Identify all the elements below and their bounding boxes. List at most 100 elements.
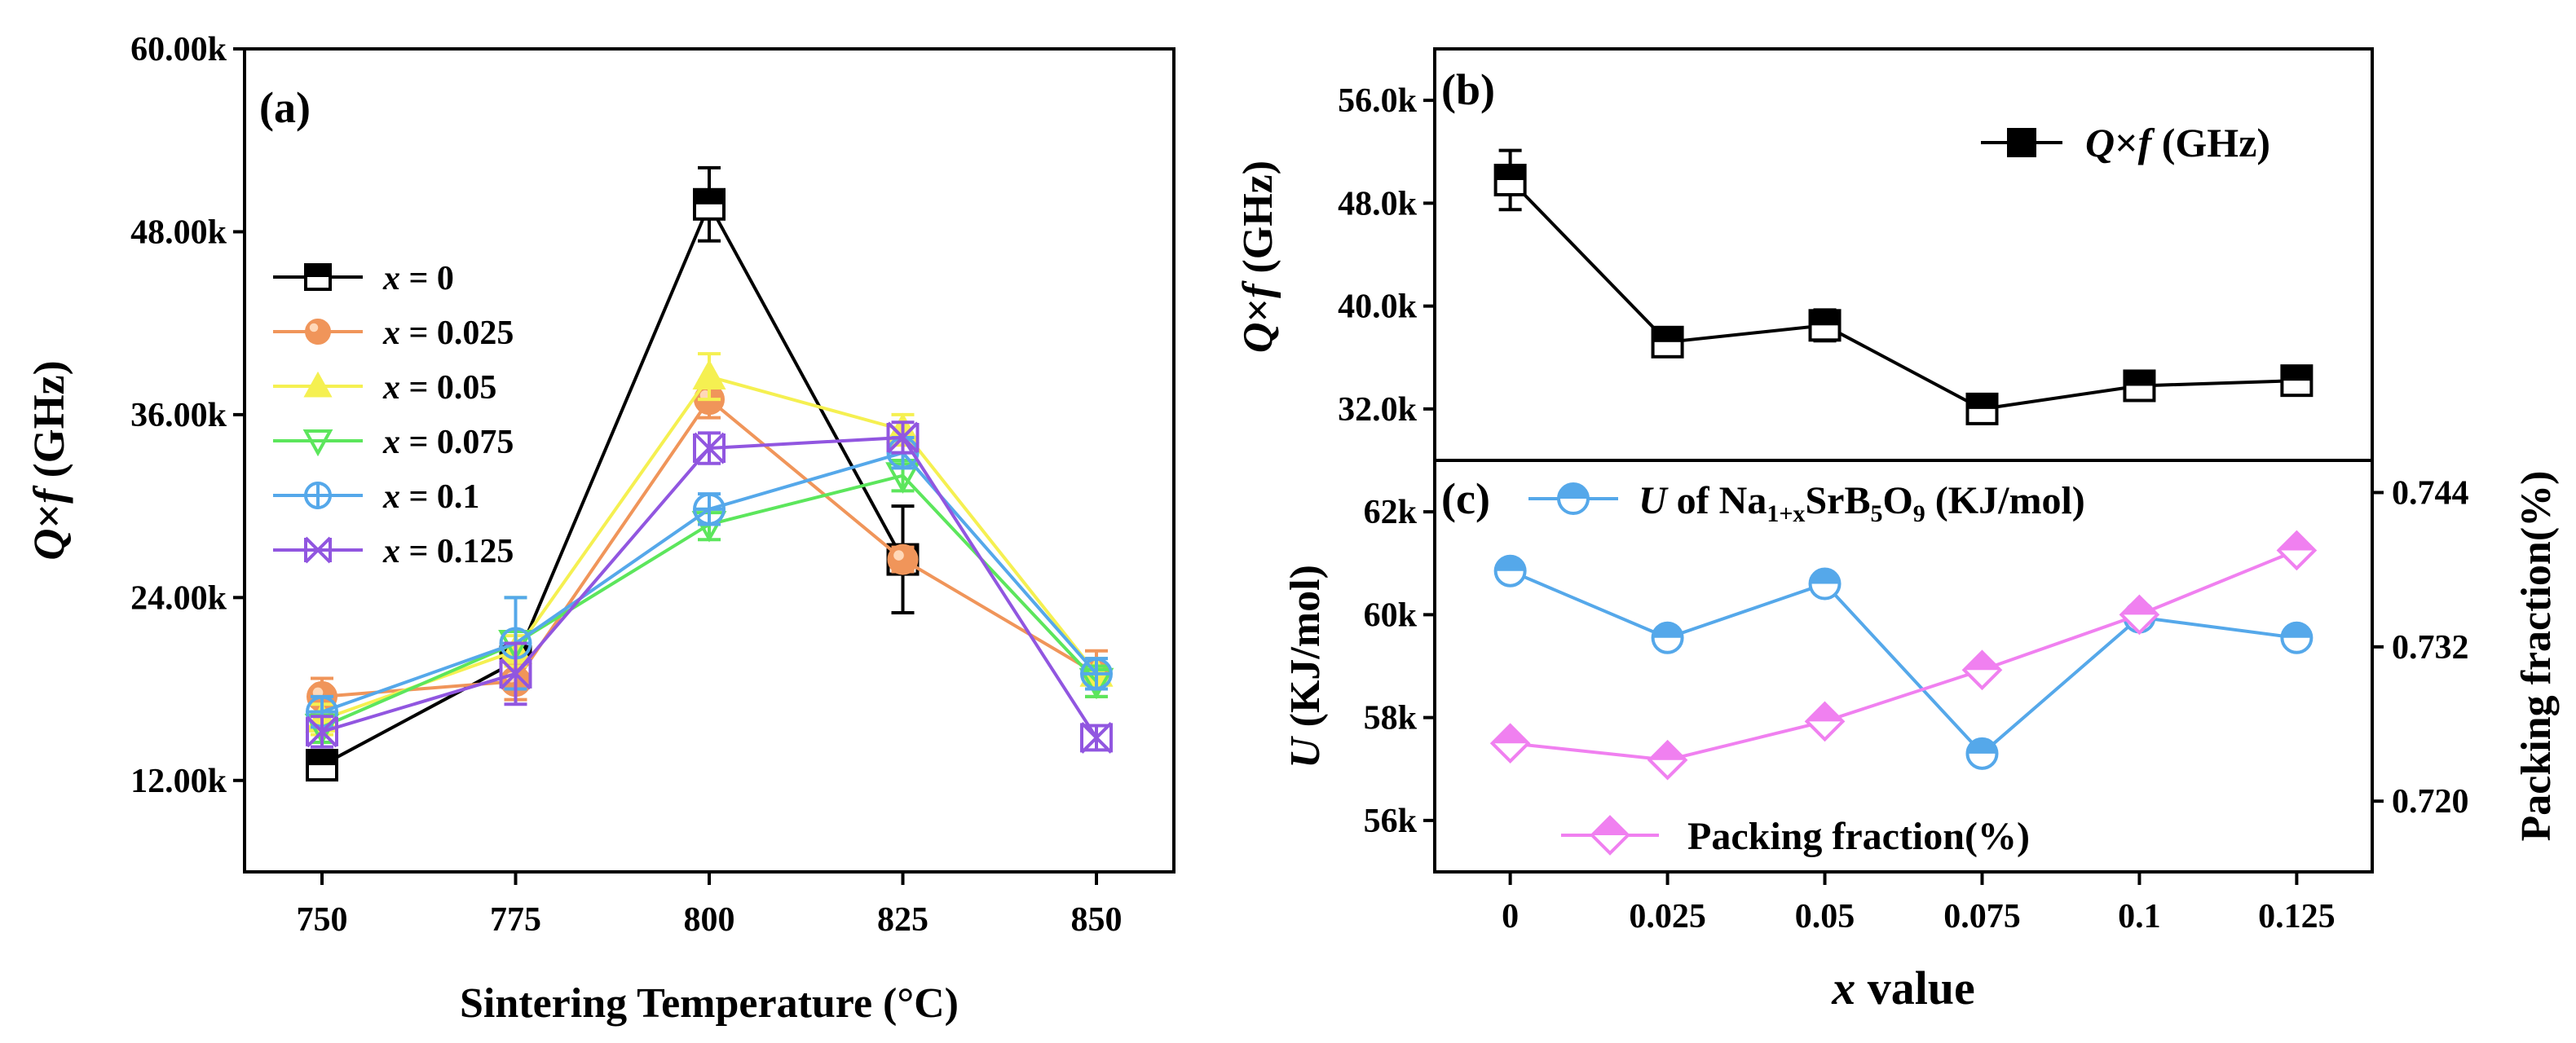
c-line-1 bbox=[1510, 548, 2298, 762]
c-y-left-label-3: 62k bbox=[1364, 494, 1418, 531]
c-x-label-1: 0.025 bbox=[1629, 898, 1706, 935]
c-x-label-4: 0.1 bbox=[2118, 898, 2161, 935]
c-y-right-label-0: 0.720 bbox=[2392, 783, 2469, 821]
legend-a-label-1: x = 0.025 bbox=[382, 315, 514, 352]
legend-c-pf: Packing fraction(%) bbox=[1561, 815, 2030, 858]
y-axis-label-a-unit: (GHz) bbox=[24, 360, 73, 488]
y-axis-label-b-times: × bbox=[1235, 298, 1281, 323]
legend-b-marker bbox=[2007, 128, 2036, 157]
legend-a-marker-1-shine bbox=[309, 323, 319, 332]
plot-frame-b bbox=[1433, 47, 2374, 462]
a-y-label-2: 36.00k bbox=[130, 397, 227, 434]
a-point-2-2 bbox=[692, 359, 726, 390]
c-point-1-1-half bbox=[1649, 742, 1686, 760]
legend-a-marker-2 bbox=[303, 371, 333, 398]
b-point-0-2-half bbox=[1810, 310, 1840, 326]
a-point-4-2-plus bbox=[695, 494, 724, 524]
panel-label-a: (a) bbox=[259, 83, 311, 132]
legend-a-label-0: x = 0 bbox=[382, 260, 454, 297]
b-y-label-0: 32.0k bbox=[1338, 391, 1418, 429]
y-axis-label-a-q: Q bbox=[24, 529, 73, 561]
a-x-label-3: 825 bbox=[877, 901, 929, 939]
a-x-label-2: 800 bbox=[684, 901, 735, 939]
c-point-0-5-half bbox=[2282, 623, 2312, 638]
legend-c-u: U of Na1+xSrB5O9 (KJ/mol) bbox=[1528, 479, 2085, 527]
legend-c-pf-marker-half bbox=[1592, 817, 1628, 835]
b-y-label-1: 40.0k bbox=[1338, 288, 1418, 326]
c-x-label-3: 0.075 bbox=[1943, 898, 2021, 935]
legend-a-marker-0-half bbox=[306, 265, 330, 277]
legend-a-marker-5 bbox=[304, 536, 332, 564]
a-point-5-1 bbox=[499, 658, 532, 690]
c-y-right-label-2: 0.744 bbox=[2392, 474, 2469, 512]
y-axis-label-c-right: Packing fraction(%) bbox=[2513, 471, 2560, 842]
y-axis-label-a: Q×f (GHz) bbox=[24, 360, 73, 560]
b-y-label-3: 56.0k bbox=[1338, 82, 1418, 120]
b-point-0-5-half bbox=[2282, 366, 2312, 381]
x-axis-label-a: Sintering Temperature (°C) bbox=[460, 980, 959, 1027]
legend-a-marker-3 bbox=[302, 429, 333, 457]
panel-a: 12.00k 24.00k 36.00k 48.00k 60.00k 750 775 800 8… bbox=[24, 31, 1176, 1027]
c-point-0-3-half bbox=[1967, 738, 1997, 754]
c-point-1-3-half bbox=[1964, 652, 2000, 671]
a-point-5-3 bbox=[886, 421, 920, 454]
y-axis-label-c-left: U (KJ/mol) bbox=[1282, 565, 1329, 768]
a-x-label-4: 850 bbox=[1071, 901, 1123, 939]
a-point-4-4-plus bbox=[1082, 658, 1111, 689]
c-x-label-2: 0.05 bbox=[1795, 898, 1855, 935]
b-line-0 bbox=[1509, 178, 2297, 411]
legend-a-marker-4-plus bbox=[306, 483, 330, 508]
a-x-label-1: 775 bbox=[490, 901, 541, 939]
b-y-label-2: 48.0k bbox=[1338, 185, 1418, 222]
c-point-0-0-half bbox=[1495, 556, 1525, 571]
c-point-1-4-half bbox=[2121, 596, 2158, 615]
c-point-1-5-half bbox=[2278, 532, 2315, 551]
legend-b-label: Q×f (GHz) bbox=[2085, 120, 2270, 165]
c-x-label-5: 0.125 bbox=[2258, 898, 2336, 935]
legend-c-u-label: U of Na1+xSrB5O9 (KJ/mol) bbox=[1639, 479, 2085, 527]
legend-c-u-marker-half bbox=[1559, 484, 1588, 499]
a-point-5-0 bbox=[306, 715, 338, 748]
y-axis-label-a-times: × bbox=[24, 504, 73, 529]
c-y-right-label-1: 0.732 bbox=[2392, 629, 2469, 667]
legend-a: x = 0 x = 0.025 x = 0.05 x = 0.075 x = 0.1 x … bbox=[273, 260, 514, 570]
a-point-5-4 bbox=[1080, 721, 1113, 754]
panel-c: 56k 58k 60k 62k 0.720 0.732 0.744 0 0.025 0.05 0.0… bbox=[1282, 459, 2560, 1014]
c-point-0-2-half bbox=[1810, 569, 1840, 584]
panel-label-b: (b) bbox=[1441, 65, 1495, 114]
b-point-0-3-half bbox=[1967, 394, 1997, 409]
a-point-0-2-half bbox=[695, 189, 724, 205]
y-axis-label-a-f: f bbox=[24, 485, 73, 504]
a-point-5-2 bbox=[693, 432, 726, 464]
legend-a-label-4: x = 0.1 bbox=[382, 478, 479, 516]
a-point-1-3 bbox=[887, 544, 919, 575]
legend-b: Q×f (GHz) bbox=[1981, 120, 2270, 165]
legend-a-label-5: x = 0.125 bbox=[382, 533, 514, 570]
c-y-left-label-2: 60k bbox=[1364, 596, 1418, 634]
plot-frame-c bbox=[1433, 459, 2374, 874]
a-x-label-0: 750 bbox=[297, 901, 348, 939]
a-point-1-3-shine bbox=[893, 550, 904, 561]
legend-a-label-2: x = 0.05 bbox=[382, 369, 496, 407]
b-point-0-0-half bbox=[1495, 165, 1525, 180]
a-y-label-1: 24.00k bbox=[130, 579, 227, 617]
legend-c-pf-label: Packing fraction(%) bbox=[1687, 815, 2030, 858]
b-point-0-1-half bbox=[1652, 327, 1683, 342]
c-point-1-2-half bbox=[1806, 703, 1843, 722]
b-point-0-4-half bbox=[2124, 371, 2155, 386]
a-y-label-0: 12.00k bbox=[130, 763, 227, 800]
y-axis-label-b-q: Q bbox=[1235, 323, 1281, 354]
c-point-0-1-half bbox=[1652, 623, 1683, 638]
c-line-0 bbox=[1509, 569, 2297, 756]
a-point-0-0-half bbox=[307, 750, 337, 766]
panel-b: 32.0k 40.0k 48.0k 56.0k (b) Q×f (GHz) Q×f (… bbox=[1235, 47, 2374, 462]
y-axis-label-b: Q×f (GHz) bbox=[1235, 161, 1281, 353]
a-y-label-3: 48.00k bbox=[130, 213, 227, 251]
c-y-left-label-0: 56k bbox=[1364, 803, 1418, 840]
legend-a-marker-1 bbox=[305, 319, 331, 345]
panel-label-c: (c) bbox=[1441, 474, 1490, 523]
legend-a-label-3: x = 0.075 bbox=[382, 424, 514, 461]
c-point-1-0-half bbox=[1492, 725, 1528, 744]
c-x-label-0: 0 bbox=[1502, 898, 1519, 935]
